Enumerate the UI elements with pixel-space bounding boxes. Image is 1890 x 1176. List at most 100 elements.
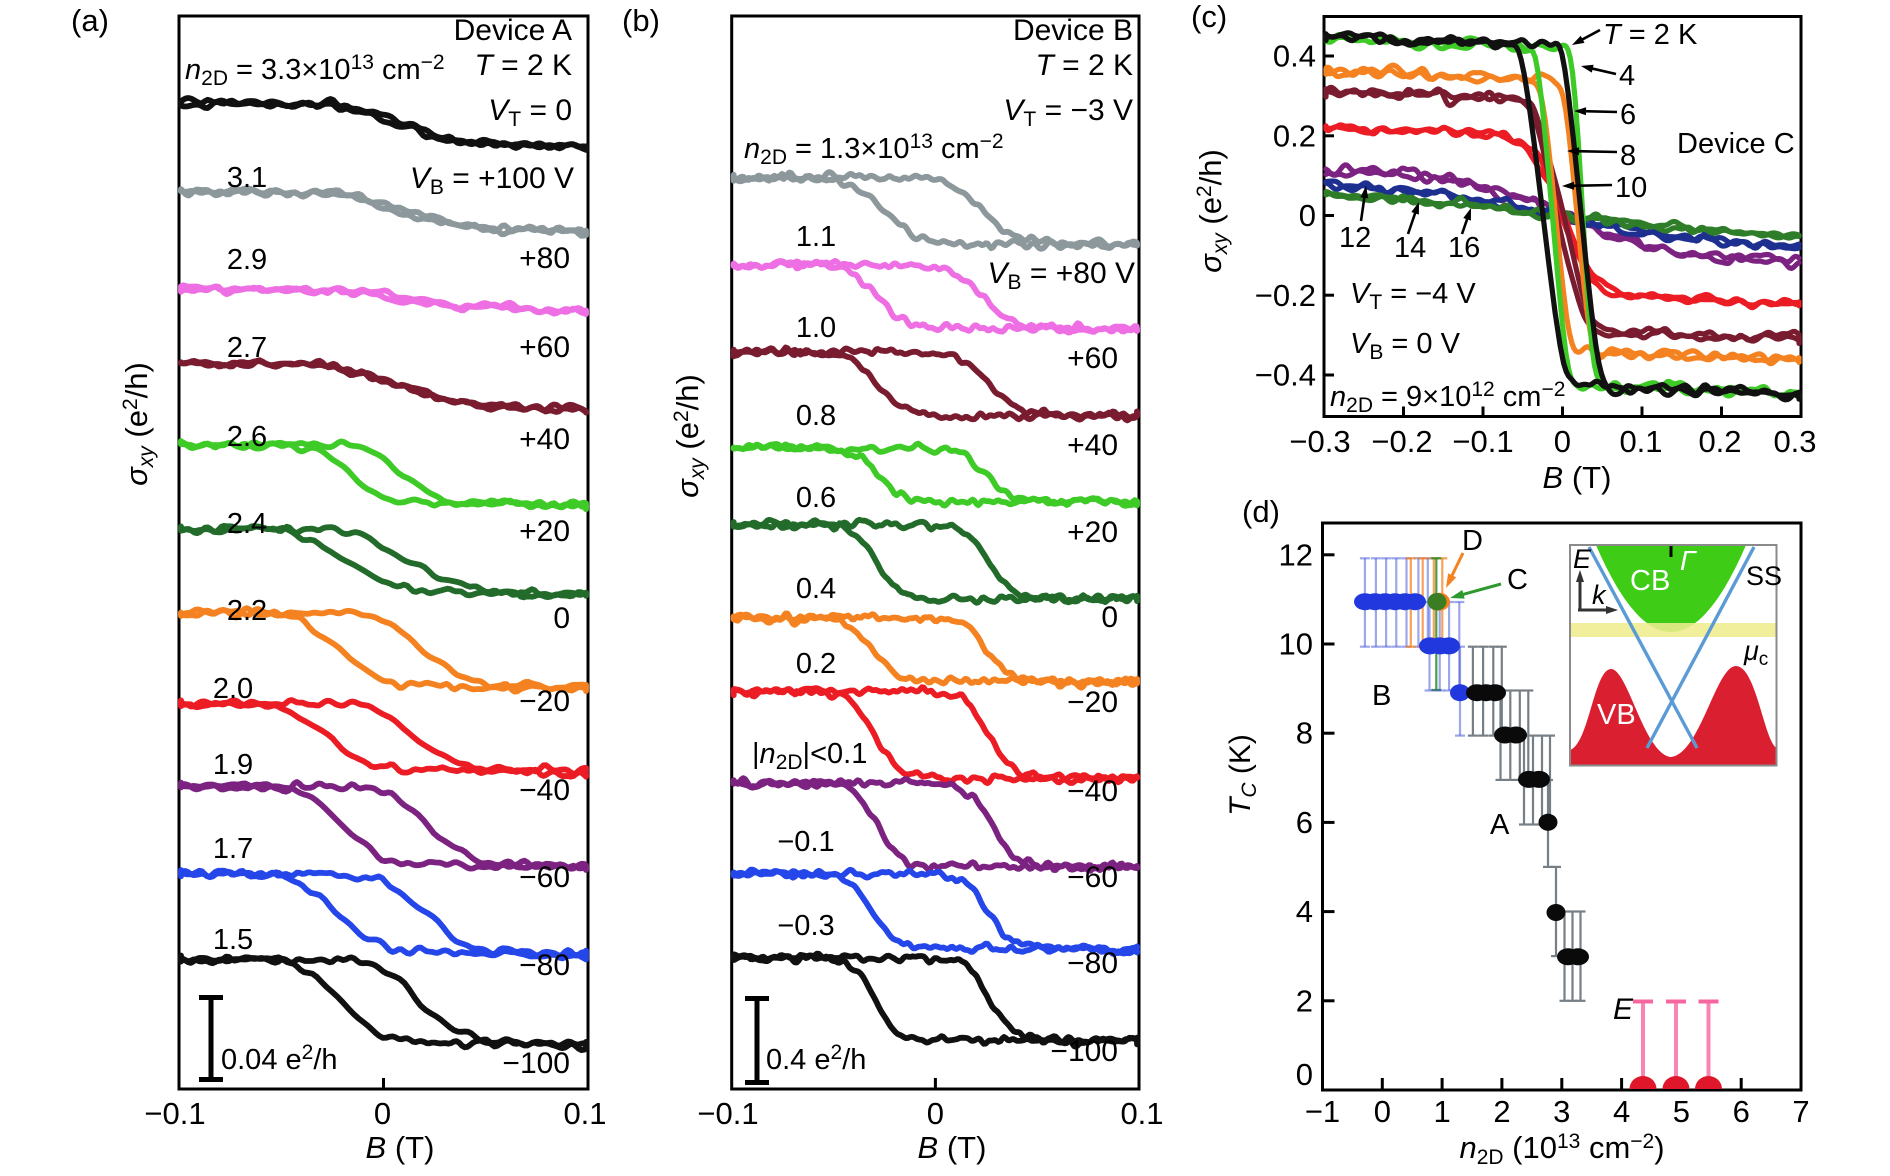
svg-text:−0.3: −0.3 — [1289, 424, 1350, 459]
svg-text:(b): (b) — [622, 3, 660, 38]
svg-text:−100: −100 — [502, 1047, 570, 1080]
svg-text:2: 2 — [1296, 983, 1313, 1018]
svg-text:+40: +40 — [1067, 429, 1118, 462]
svg-text:0.4: 0.4 — [796, 573, 836, 605]
svg-text:+80: +80 — [519, 242, 570, 275]
svg-text:n2D​ = 3.3×1013​ cm−2​: n2D​ = 3.3×1013​ cm−2​ — [185, 51, 445, 90]
svg-text:1.9: 1.9 — [213, 749, 253, 781]
svg-text:VT​ = 0: VT​ = 0 — [488, 94, 572, 131]
svg-text:−0.1: −0.1 — [1452, 424, 1513, 459]
svg-text:6: 6 — [1733, 1094, 1750, 1129]
svg-text:2.4: 2.4 — [227, 508, 267, 540]
svg-text:0: 0 — [1374, 1094, 1391, 1129]
svg-text:σxy​ (e2​/h): σxy​ (e2​/h) — [119, 362, 158, 486]
svg-text:0: 0 — [1554, 424, 1571, 459]
svg-text:−0.2: −0.2 — [1371, 424, 1432, 459]
svg-text:0: 0 — [553, 602, 570, 635]
svg-text:10: 10 — [1615, 172, 1647, 204]
svg-text:Device B: Device B — [1013, 14, 1133, 47]
svg-text:μc​: μc​ — [1743, 636, 1768, 670]
svg-text:2: 2 — [1493, 1094, 1510, 1129]
svg-text:8: 8 — [1296, 716, 1313, 751]
svg-text:+60: +60 — [1067, 342, 1118, 375]
svg-text:2.7: 2.7 — [227, 332, 267, 364]
svg-text:σxy​ (e2​/h): σxy​ (e2​/h) — [670, 374, 709, 498]
svg-text:0.6: 0.6 — [796, 482, 836, 514]
svg-text:VT​ = −3 V: VT​ = −3 V — [1003, 94, 1133, 131]
svg-text:0: 0 — [927, 1096, 944, 1131]
svg-text:−80: −80 — [1067, 947, 1118, 980]
svg-text:12: 12 — [1279, 537, 1313, 572]
svg-text:1.0: 1.0 — [796, 312, 836, 344]
svg-text:0: 0 — [1299, 198, 1316, 233]
svg-text:B (T): B (T) — [366, 1130, 435, 1165]
svg-text:(d): (d) — [1242, 494, 1280, 529]
svg-text:−60: −60 — [519, 861, 570, 894]
svg-text:B: B — [1372, 680, 1391, 712]
svg-text:7: 7 — [1792, 1094, 1809, 1129]
svg-text:−0.1: −0.1 — [697, 1096, 758, 1131]
svg-text:T = 2 K: T = 2 K — [1035, 49, 1133, 82]
svg-text:0.1: 0.1 — [1120, 1096, 1163, 1131]
svg-text:VB: VB — [1597, 699, 1636, 731]
svg-text:14: 14 — [1394, 232, 1426, 264]
svg-text:B (T): B (T) — [918, 1130, 987, 1165]
svg-text:4: 4 — [1296, 894, 1313, 929]
svg-text:−0.3: −0.3 — [777, 910, 834, 942]
svg-text:3: 3 — [1553, 1094, 1570, 1129]
svg-text:−0.1: −0.1 — [777, 826, 834, 858]
svg-text:−0.2: −0.2 — [1255, 278, 1316, 313]
svg-text:−80: −80 — [519, 949, 570, 982]
svg-text:−100: −100 — [1050, 1035, 1118, 1068]
svg-text:(a): (a) — [71, 3, 109, 38]
svg-text:1.1: 1.1 — [796, 221, 836, 253]
svg-text:2.0: 2.0 — [213, 673, 253, 705]
svg-text:−0.4: −0.4 — [1255, 358, 1316, 393]
svg-text:T = 2 K: T = 2 K — [1603, 19, 1698, 51]
svg-text:+20: +20 — [519, 515, 570, 548]
svg-text:8: 8 — [1620, 140, 1636, 172]
svg-text:1: 1 — [1434, 1094, 1451, 1129]
svg-text:1.5: 1.5 — [213, 924, 253, 956]
svg-text:B (T): B (T) — [1543, 460, 1612, 495]
svg-text:+20: +20 — [1067, 516, 1118, 549]
svg-text:−40: −40 — [1067, 775, 1118, 808]
svg-text:0.3: 0.3 — [1773, 424, 1816, 459]
svg-text:0.2: 0.2 — [1273, 118, 1316, 153]
svg-text:−20: −20 — [1067, 686, 1118, 719]
svg-text:VB​ = 0 V: VB​ = 0 V — [1350, 328, 1461, 364]
svg-text:4: 4 — [1619, 60, 1635, 92]
svg-text:4: 4 — [1613, 1094, 1630, 1129]
svg-text:0.4 e2​/h: 0.4 e2​/h — [766, 1041, 866, 1076]
svg-text:(c): (c) — [1191, 0, 1227, 34]
svg-text:12: 12 — [1339, 222, 1371, 254]
svg-text:T = 2 K: T = 2 K — [474, 49, 572, 82]
svg-text:10: 10 — [1279, 627, 1313, 662]
svg-text:5: 5 — [1673, 1094, 1690, 1129]
svg-text:SS: SS — [1746, 561, 1782, 591]
svg-text:−60: −60 — [1067, 861, 1118, 894]
svg-text:TC​ (K): TC​ (K) — [1224, 734, 1261, 816]
svg-text:E: E — [1573, 544, 1592, 574]
svg-text:2.9: 2.9 — [227, 244, 267, 276]
svg-text:Device A: Device A — [454, 14, 572, 47]
svg-text:−40: −40 — [519, 774, 570, 807]
svg-text:CB: CB — [1630, 565, 1670, 597]
svg-text:0: 0 — [1296, 1057, 1313, 1092]
svg-text:0.2: 0.2 — [796, 648, 836, 680]
svg-text:0.1: 0.1 — [1619, 424, 1662, 459]
svg-text:C: C — [1507, 564, 1528, 596]
svg-text:2.2: 2.2 — [227, 595, 267, 627]
svg-text:6: 6 — [1296, 805, 1313, 840]
svg-text:0.4: 0.4 — [1273, 39, 1316, 74]
svg-text:σxy​ (e2​/h): σxy​ (e2​/h) — [1193, 149, 1232, 273]
svg-text:E: E — [1613, 993, 1634, 1026]
svg-text:k: k — [1592, 580, 1607, 610]
svg-text:2.6: 2.6 — [227, 421, 267, 453]
svg-text:VT​ = −4 V: VT​ = −4 V — [1350, 278, 1476, 314]
svg-text:D: D — [1462, 525, 1483, 557]
svg-text:0.8: 0.8 — [796, 400, 836, 432]
svg-text:|n2D​|<0.1: |n2D​|<0.1 — [752, 738, 867, 774]
svg-text:+60: +60 — [519, 331, 570, 364]
svg-text:0: 0 — [1101, 601, 1118, 634]
